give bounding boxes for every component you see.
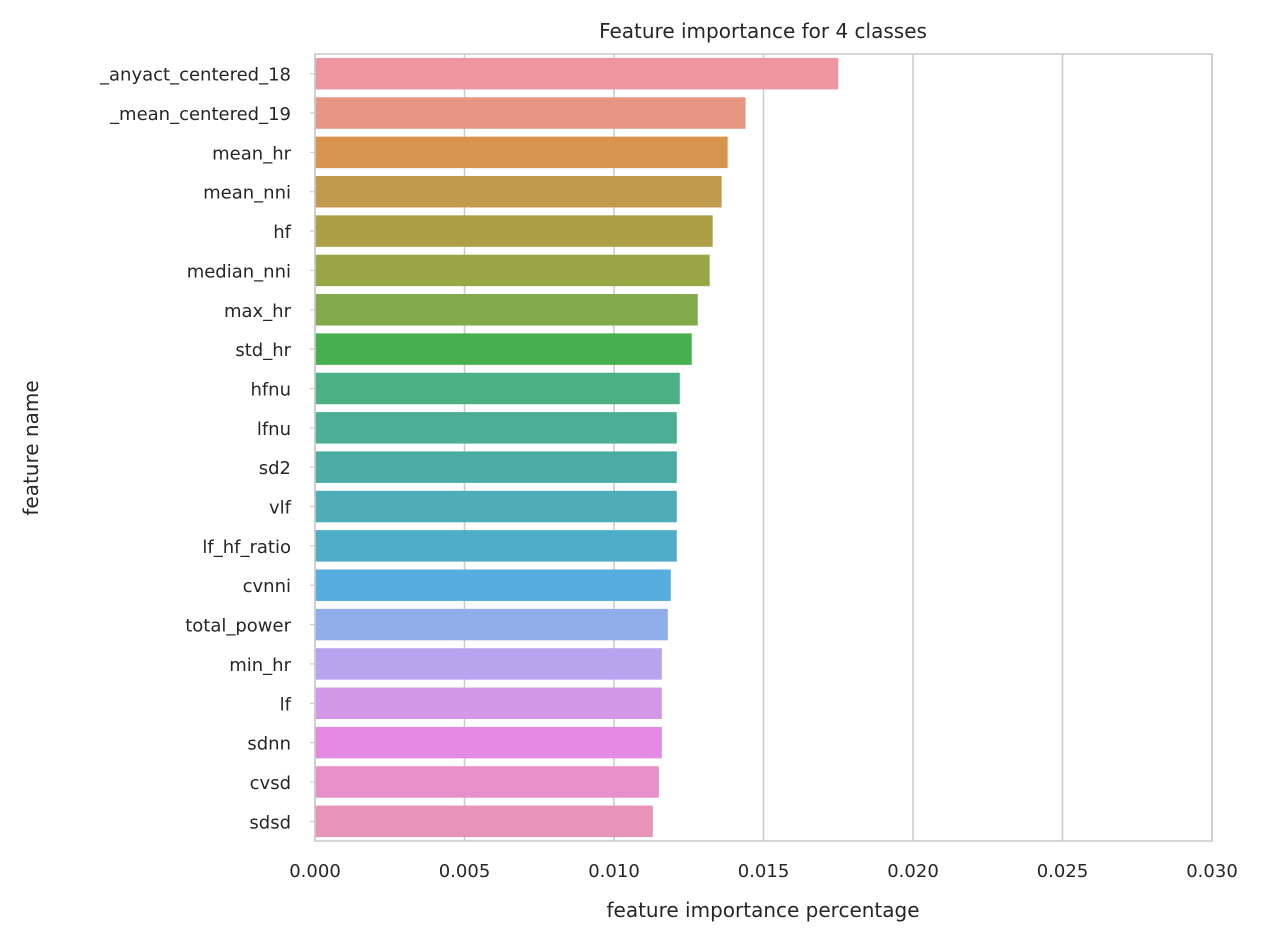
bar-total-power <box>315 608 668 641</box>
y-category-label: hfnu <box>250 379 291 400</box>
bar-min-hr <box>315 648 662 680</box>
bar-lf <box>315 687 662 720</box>
bar-mean-nni <box>315 175 722 208</box>
x-tick-label: 0.025 <box>1037 861 1089 882</box>
x-tick-label: 0.010 <box>588 861 640 882</box>
bar-lfnu <box>315 412 677 444</box>
x-tick-label: 0.030 <box>1186 861 1238 882</box>
x-tick-label: 0.005 <box>439 861 491 882</box>
chart-title: Feature importance for 4 classes <box>599 19 927 43</box>
y-axis-label: feature name <box>19 380 43 515</box>
y-category-label: max_hr <box>224 301 292 322</box>
x-tick-label: 0.015 <box>738 861 790 882</box>
bar-lf-hf-ratio <box>315 530 677 562</box>
y-category-label: lf <box>280 694 292 715</box>
y-category-label: mean_hr <box>212 143 291 164</box>
y-category-label: median_nni <box>187 261 291 282</box>
y-category-label: hf <box>273 222 291 243</box>
bar-hf <box>315 215 713 247</box>
y-category-label: mean_nni <box>203 183 291 204</box>
category-label-layer: _anyact_centered_18 _mean_centered_19mean… <box>99 65 292 834</box>
bar-layer <box>315 57 839 838</box>
bar-sdnn <box>315 726 662 759</box>
y-tick-layer <box>310 73 315 822</box>
y-category-label: lf_hf_ratio <box>202 537 291 558</box>
x-tick-label: 0.020 <box>887 861 939 882</box>
bar-mean-hr <box>315 136 728 169</box>
y-category-label: sd2 <box>259 458 291 479</box>
bar-max-hr <box>315 294 698 326</box>
bar-cvnni <box>315 569 671 601</box>
y-category-label: min_hr <box>229 655 291 676</box>
bar-std-hr <box>315 333 692 365</box>
bar-anyact-centered-18 <box>315 57 839 90</box>
y-category-label: sdnn <box>247 734 291 755</box>
bar-mean-centered-19 <box>315 97 746 129</box>
bar-vlf <box>315 490 677 523</box>
y-category-label: cvnni <box>243 576 291 597</box>
y-category-label: total_power <box>185 616 291 637</box>
bar-sd2 <box>315 451 677 483</box>
bar-median-nni <box>315 254 710 287</box>
y-category-label: std_hr <box>235 340 291 361</box>
x-tick-label: 0.000 <box>289 861 341 882</box>
x-axis-label: feature importance percentage <box>606 898 919 922</box>
y-category-label: cvsd <box>250 773 291 794</box>
plot-frame <box>314 53 1213 842</box>
y-category-label: vlf <box>269 498 292 519</box>
y-category-label: _mean_centered_19 <box>109 104 291 125</box>
x-tick-label-layer: 0.000 0.005 0.010 0.015 0.020 0.025 0.030 <box>289 861 1238 882</box>
y-category-label: _anyact_centered_18 <box>99 65 291 86</box>
bar-hfnu <box>315 372 680 405</box>
y-category-label: lfnu <box>257 419 291 440</box>
bar-cvsd <box>315 766 659 798</box>
bar-sdsd <box>315 805 653 838</box>
y-category-label: sdsd <box>249 812 291 833</box>
